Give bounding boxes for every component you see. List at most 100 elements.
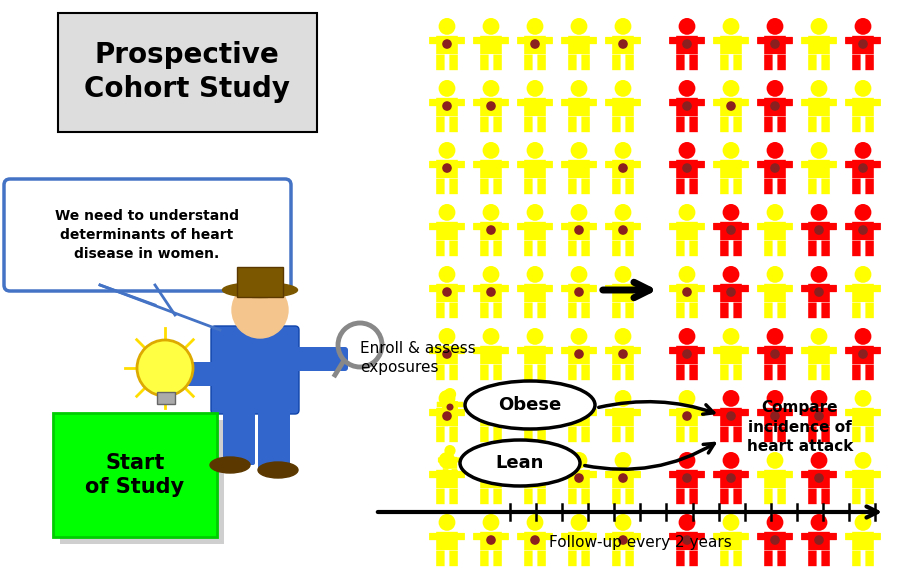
Circle shape [811, 390, 827, 407]
FancyBboxPatch shape [612, 117, 621, 132]
FancyBboxPatch shape [783, 223, 793, 230]
FancyBboxPatch shape [436, 427, 445, 442]
Circle shape [526, 452, 544, 469]
FancyBboxPatch shape [537, 364, 545, 380]
Circle shape [526, 18, 544, 35]
FancyBboxPatch shape [544, 471, 553, 478]
FancyBboxPatch shape [568, 55, 577, 70]
FancyBboxPatch shape [481, 284, 502, 302]
FancyBboxPatch shape [778, 427, 786, 442]
Circle shape [770, 163, 779, 173]
FancyBboxPatch shape [764, 364, 772, 380]
Circle shape [482, 514, 500, 531]
FancyBboxPatch shape [676, 489, 685, 504]
Circle shape [682, 101, 692, 111]
FancyBboxPatch shape [778, 364, 786, 380]
FancyBboxPatch shape [223, 406, 255, 465]
FancyBboxPatch shape [631, 409, 641, 416]
Circle shape [767, 18, 783, 35]
FancyBboxPatch shape [631, 161, 641, 168]
FancyBboxPatch shape [493, 364, 502, 380]
FancyBboxPatch shape [764, 532, 786, 550]
Text: Lean: Lean [496, 454, 544, 472]
FancyBboxPatch shape [866, 489, 874, 504]
FancyBboxPatch shape [443, 469, 448, 479]
FancyBboxPatch shape [720, 222, 742, 240]
FancyBboxPatch shape [866, 427, 874, 442]
FancyBboxPatch shape [449, 427, 458, 442]
FancyBboxPatch shape [568, 427, 577, 442]
FancyBboxPatch shape [436, 98, 458, 116]
FancyBboxPatch shape [588, 533, 597, 540]
FancyBboxPatch shape [481, 470, 502, 488]
FancyBboxPatch shape [713, 37, 723, 44]
FancyBboxPatch shape [626, 55, 634, 70]
FancyBboxPatch shape [429, 347, 438, 354]
Circle shape [679, 390, 696, 407]
FancyBboxPatch shape [626, 427, 634, 442]
Circle shape [723, 328, 740, 345]
FancyBboxPatch shape [605, 533, 615, 540]
FancyBboxPatch shape [500, 161, 508, 168]
Circle shape [679, 514, 696, 531]
FancyBboxPatch shape [436, 489, 445, 504]
FancyBboxPatch shape [568, 470, 590, 488]
FancyBboxPatch shape [449, 117, 458, 132]
Ellipse shape [222, 283, 298, 297]
FancyBboxPatch shape [561, 285, 571, 292]
FancyBboxPatch shape [568, 178, 577, 194]
FancyBboxPatch shape [561, 223, 571, 230]
FancyBboxPatch shape [808, 284, 830, 302]
FancyBboxPatch shape [524, 178, 533, 194]
FancyBboxPatch shape [518, 161, 526, 168]
FancyBboxPatch shape [739, 161, 749, 168]
FancyBboxPatch shape [524, 55, 533, 70]
Circle shape [811, 266, 827, 283]
FancyBboxPatch shape [713, 99, 723, 106]
FancyBboxPatch shape [449, 55, 458, 70]
FancyBboxPatch shape [808, 36, 830, 54]
FancyBboxPatch shape [778, 178, 786, 194]
FancyBboxPatch shape [689, 178, 698, 194]
Circle shape [855, 204, 871, 221]
FancyBboxPatch shape [537, 303, 545, 318]
FancyBboxPatch shape [568, 550, 577, 566]
Circle shape [571, 328, 588, 345]
FancyBboxPatch shape [455, 409, 465, 416]
FancyBboxPatch shape [676, 178, 685, 194]
FancyBboxPatch shape [676, 408, 698, 426]
FancyBboxPatch shape [764, 55, 772, 70]
FancyBboxPatch shape [481, 364, 489, 380]
Circle shape [767, 390, 783, 407]
Circle shape [615, 452, 632, 469]
FancyBboxPatch shape [568, 241, 577, 256]
FancyBboxPatch shape [612, 346, 634, 364]
Circle shape [811, 328, 827, 345]
FancyBboxPatch shape [449, 178, 458, 194]
FancyBboxPatch shape [544, 285, 553, 292]
FancyBboxPatch shape [808, 178, 816, 194]
FancyBboxPatch shape [778, 550, 786, 566]
FancyBboxPatch shape [473, 161, 482, 168]
Circle shape [571, 142, 588, 159]
Circle shape [486, 225, 496, 235]
FancyBboxPatch shape [871, 409, 881, 416]
FancyBboxPatch shape [626, 178, 634, 194]
FancyBboxPatch shape [845, 223, 855, 230]
FancyBboxPatch shape [783, 161, 793, 168]
FancyBboxPatch shape [676, 117, 685, 132]
FancyBboxPatch shape [871, 99, 881, 106]
FancyBboxPatch shape [739, 533, 749, 540]
Circle shape [482, 328, 500, 345]
FancyBboxPatch shape [845, 409, 855, 416]
FancyBboxPatch shape [429, 471, 438, 478]
Circle shape [682, 535, 692, 545]
FancyBboxPatch shape [612, 550, 621, 566]
FancyBboxPatch shape [866, 364, 874, 380]
FancyBboxPatch shape [524, 303, 533, 318]
FancyBboxPatch shape [436, 550, 445, 566]
FancyBboxPatch shape [473, 99, 482, 106]
Ellipse shape [460, 440, 580, 486]
FancyBboxPatch shape [500, 471, 508, 478]
Circle shape [526, 142, 544, 159]
